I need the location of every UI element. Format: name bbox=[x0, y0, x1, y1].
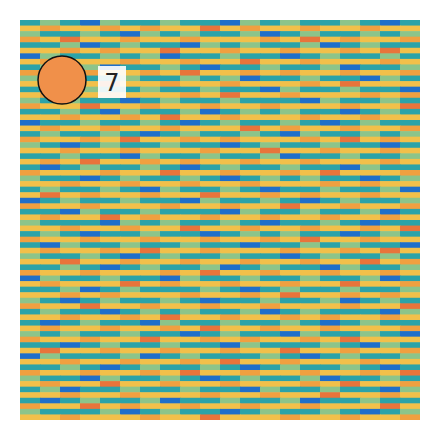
svg-text:7: 7 bbox=[104, 69, 119, 97]
